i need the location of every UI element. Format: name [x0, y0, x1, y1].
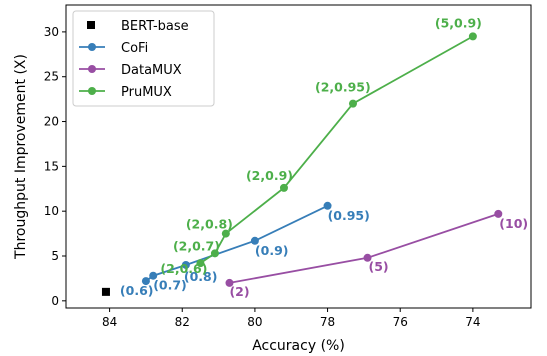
legend-marker: [88, 87, 96, 95]
cofi-point: [323, 201, 332, 210]
prumux-data-label: (2,0.8): [186, 217, 233, 232]
prumux-data-label: (2,0.95): [315, 80, 371, 95]
series-datamux: [225, 209, 503, 287]
prumux-point: [468, 32, 477, 41]
series-prumux: [196, 32, 477, 268]
series-layer: [101, 32, 503, 296]
prumux-point: [210, 249, 219, 258]
datamux-point: [494, 209, 503, 218]
legend-marker: [88, 43, 96, 51]
cofi-data-label: (0.6): [120, 283, 154, 298]
cofi-data-label: (0.7): [153, 278, 187, 293]
prumux-data-label: (2,0.7): [173, 238, 220, 253]
y-tick-label: 25: [44, 70, 59, 84]
prumux-data-label: (5,0.9): [435, 15, 482, 30]
x-tick-label: 78: [320, 315, 335, 329]
prumux-point: [196, 259, 205, 268]
prumux-point: [279, 183, 288, 192]
prumux-point: [221, 229, 230, 238]
legend: BERT-base CoFi DataMUX PruMUX: [72, 10, 215, 107]
legend-label: DataMUX: [121, 63, 182, 78]
legend-label: CoFi: [121, 41, 148, 56]
cofi-data-label: (0.9): [255, 243, 289, 258]
legend-item-datamux: DataMUX: [79, 63, 182, 78]
plot-area: [65, 4, 532, 309]
cofi-point: [181, 260, 190, 269]
datamux-data-label: (2): [229, 284, 249, 299]
datamux-point: [363, 253, 372, 262]
series-bert-base: [101, 287, 110, 296]
axis-ticks: 84 82 80 78 76 74 0 5 10 15 20 25 30: [44, 25, 481, 329]
y-tick-label: 15: [44, 159, 59, 173]
x-tick-label: 74: [465, 315, 480, 329]
prumux-data-label: (2,0.9): [246, 168, 293, 183]
datamux-data-label: (5): [369, 259, 389, 274]
prumux-line: [199, 35, 474, 264]
series-cofi: [141, 201, 332, 286]
legend-marker: [87, 21, 95, 29]
x-axis-title: Accuracy (%): [252, 338, 345, 354]
cofi-point: [250, 236, 259, 245]
prumux-point: [348, 99, 357, 108]
cofi-data-label: (0.95): [328, 208, 370, 223]
y-tick-label: 10: [44, 204, 59, 218]
x-tick-label: 84: [102, 315, 117, 329]
legend-item-prumux: PruMUX: [79, 85, 172, 100]
prumux-data-label: (2,0.6): [160, 261, 207, 276]
y-tick-label: 0: [51, 294, 59, 308]
datamux-point: [225, 278, 234, 287]
x-tick-label: 82: [175, 315, 190, 329]
x-tick-label: 76: [393, 315, 408, 329]
bert-base-point: [101, 287, 110, 296]
x-tick-label: 80: [247, 315, 262, 329]
y-axis-title: Throughput Improvement (X): [13, 54, 29, 260]
cofi-data-label: (0.8): [184, 269, 218, 284]
y-tick-label: 5: [51, 249, 59, 263]
datamux-data-label: (10): [499, 216, 528, 231]
cofi-point: [141, 277, 150, 286]
legend-item-cofi: CoFi: [79, 41, 148, 56]
y-tick-label: 30: [44, 25, 59, 39]
legend-label: PruMUX: [121, 85, 172, 100]
annotation-layer: (0.6) (0.7)(0.8) (0.9) (0.95) (2) (5) (10) (2,0…: [120, 15, 528, 299]
legend-frame: [72, 10, 215, 107]
legend-item-bert-base: BERT-base: [87, 19, 189, 34]
legend-marker: [88, 65, 96, 73]
y-tick-label: 20: [44, 115, 59, 129]
legend-label: BERT-base: [121, 19, 189, 34]
cofi-point: [149, 271, 158, 280]
